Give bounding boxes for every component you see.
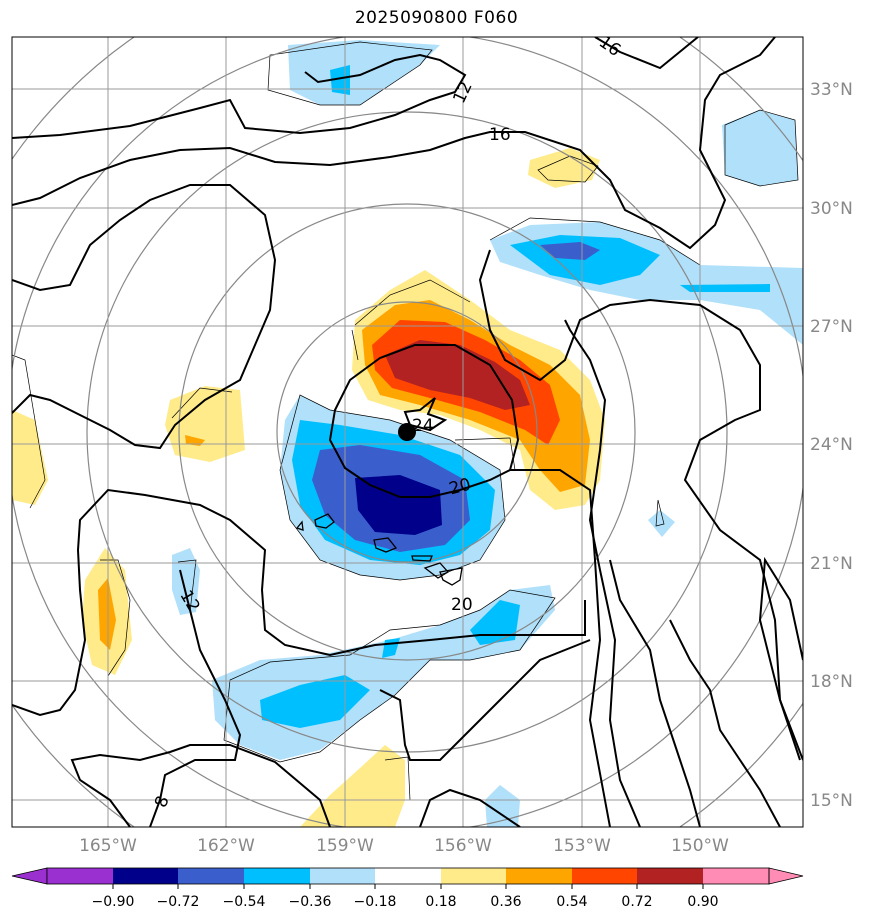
thin-outline-contours xyxy=(12,41,799,801)
strong-positive-region xyxy=(385,340,530,410)
island-kauai xyxy=(314,513,335,529)
colorbar-label-6: 0.18 xyxy=(425,894,456,910)
island-big-island xyxy=(439,567,463,586)
colorbar-label-2: −0.72 xyxy=(157,894,200,910)
map-title: 2025090800 F060 xyxy=(354,8,519,28)
island-molokai xyxy=(411,555,433,562)
negative-region xyxy=(680,284,770,292)
lat-label-15: 15°N xyxy=(810,791,853,811)
contour-label-24: 24 xyxy=(412,416,434,436)
lat-label-21: 21°N xyxy=(810,554,853,574)
lat-label-24: 24°N xyxy=(810,435,853,455)
contour-12-north xyxy=(12,53,467,139)
colorbar-label-10: 0.90 xyxy=(687,894,718,910)
lat-label-18: 18°N xyxy=(810,672,853,692)
contour-label-8: 8 xyxy=(151,793,173,810)
longitude-labels: 165°W 162°W 159°W 156°W 153°W 150°W xyxy=(79,836,729,856)
weak-positive-region xyxy=(165,386,245,462)
colorbar-label-8: 0.54 xyxy=(556,894,587,910)
colorbar-seg-3 xyxy=(178,868,244,884)
latitude-labels: 33°N 30°N 27°N 24°N 21°N 18°N 15°N xyxy=(810,80,853,811)
colorbar-label-4: −0.36 xyxy=(289,894,332,910)
lat-lon-grid xyxy=(12,37,803,827)
contour-16-ne xyxy=(594,37,699,70)
mid-negative-region xyxy=(540,242,600,260)
weak-positive-region xyxy=(300,745,405,827)
colorbar-ticks xyxy=(112,884,704,889)
strong-negative-region xyxy=(355,475,442,535)
colorbar-seg-11 xyxy=(703,868,769,884)
lat-label-33: 33°N xyxy=(810,80,853,100)
contour-label-16-ne: 16 xyxy=(595,32,624,61)
weak-negative-region xyxy=(648,510,675,537)
positive-region xyxy=(185,435,205,446)
contour-24-ring xyxy=(328,344,520,498)
colorbar-seg-5 xyxy=(310,868,375,884)
colorbar-label-7: 0.36 xyxy=(490,894,521,910)
negative-region xyxy=(470,600,520,645)
weak-negative-region xyxy=(172,548,200,615)
colorbar-seg-8 xyxy=(506,868,572,884)
contour-east-far2 xyxy=(564,319,641,827)
colorbar-seg-1 xyxy=(47,868,113,884)
colorbar-seg-6 xyxy=(375,868,441,884)
height-contours xyxy=(12,37,803,827)
contour-south-inner xyxy=(379,639,591,761)
contour-east-far3 xyxy=(758,556,803,761)
contour-label-20-south: 20 xyxy=(451,595,473,615)
contour-20-center xyxy=(403,397,448,432)
colorbar-over-extend xyxy=(768,867,804,885)
storm-center-marker xyxy=(398,423,416,441)
contour-20-main xyxy=(510,469,611,827)
contour-west xyxy=(12,184,277,450)
colorbar-label-3: −0.54 xyxy=(223,894,266,910)
lon-label-156w: 156°W xyxy=(434,836,492,856)
colorbar-label-5: −0.18 xyxy=(354,894,397,910)
contour-east-bottom xyxy=(609,559,701,827)
colorbar-seg-2 xyxy=(113,868,178,884)
map-frame xyxy=(11,36,804,828)
contour-east-far xyxy=(419,788,521,827)
lon-label-162w: 162°W xyxy=(197,836,255,856)
lon-label-165w: 165°W xyxy=(79,836,137,856)
island-oahu xyxy=(373,537,398,553)
contour-label-12-top: 12 xyxy=(449,78,476,106)
lon-label-150w: 150°W xyxy=(671,836,729,856)
colorbar-seg-9 xyxy=(572,868,637,884)
colorbar-frame xyxy=(46,867,770,885)
island-maui xyxy=(423,562,450,579)
lat-label-27: 27°N xyxy=(810,317,853,337)
contour-16-north xyxy=(12,37,776,250)
contour-right-bottom xyxy=(669,619,781,827)
contour-12-southwest xyxy=(12,488,586,717)
colorbar-seg-4 xyxy=(244,868,310,884)
weak-negative-region xyxy=(485,785,520,827)
lat-label-30: 30°N xyxy=(810,199,853,219)
colorbar-under-extend xyxy=(11,867,48,885)
island-niihau xyxy=(295,520,304,531)
colorbar-seg-10 xyxy=(637,868,703,884)
weak-positive-region xyxy=(528,148,600,188)
hawaii-coastline xyxy=(295,513,463,586)
colorbar: −0.90 −0.72 −0.54 −0.36 −0.18 0.18 0.36 … xyxy=(11,867,804,910)
lon-label-159w: 159°W xyxy=(316,836,374,856)
contour-8-south xyxy=(70,744,331,827)
contour-label-16-mid: 16 xyxy=(489,125,511,145)
colorbar-label-9: 0.72 xyxy=(621,894,652,910)
negative-region xyxy=(260,675,370,728)
lon-label-153w: 153°W xyxy=(553,836,611,856)
positive-region xyxy=(98,578,116,650)
colorbar-seg-7 xyxy=(441,868,506,884)
colorbar-label-1: −0.90 xyxy=(92,894,135,910)
weak-positive-region xyxy=(12,410,48,505)
contour-20-east xyxy=(478,249,803,761)
